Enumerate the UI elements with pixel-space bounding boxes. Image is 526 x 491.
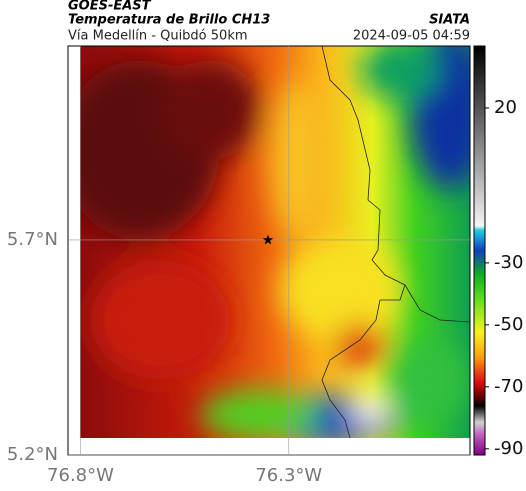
region: Vía Medellín - Quibdó 50km — [68, 29, 248, 44]
lon-tick-label: 76.8°W — [47, 465, 114, 486]
location-marker — [262, 234, 274, 245]
lat-tick-label: 5.2°N — [7, 444, 58, 465]
title: GOES-EAST — [68, 0, 152, 14]
colorbar — [473, 45, 486, 456]
lat-tick-label: 5.7°N — [7, 229, 58, 250]
brightness-field — [80, 46, 470, 438]
subtitle: Temperatura de Brillo CH13 — [68, 13, 270, 28]
colorbar-tick-label: -70 — [494, 376, 523, 397]
source: SIATA — [429, 13, 470, 28]
lon-tick-label: 76.3°W — [255, 465, 322, 486]
timestamp: 2024-09-05 04:59 — [353, 29, 470, 44]
colorbar-tick-label: -50 — [494, 314, 523, 335]
colorbar-tick-label: -90 — [494, 438, 523, 459]
colorbar-tick-label: 20 — [494, 97, 517, 118]
colorbar-tick-label: -30 — [494, 252, 523, 273]
